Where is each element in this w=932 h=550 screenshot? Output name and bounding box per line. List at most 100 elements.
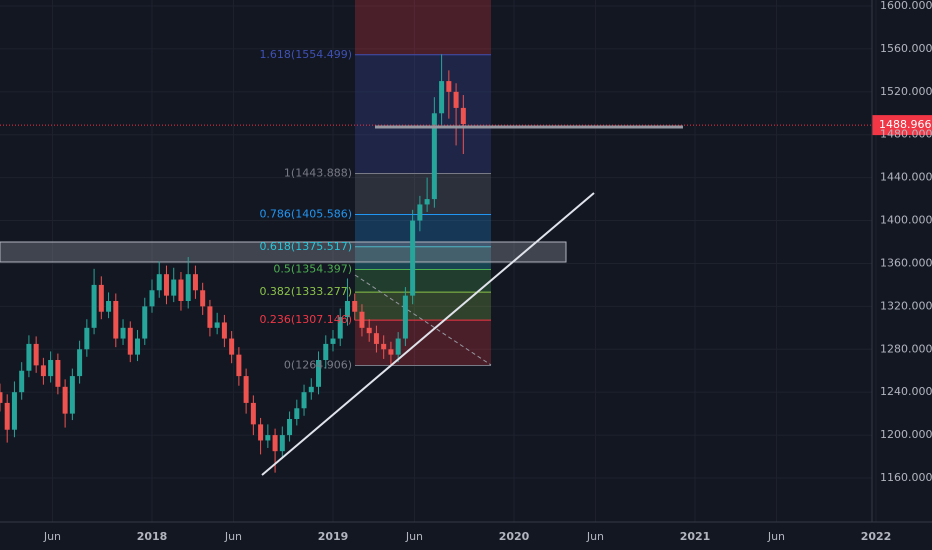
x-tick-label: Jun	[43, 530, 61, 543]
candle-body	[149, 290, 155, 307]
x-tick-label: 2019	[318, 530, 349, 543]
x-tick-label: 2018	[137, 530, 168, 543]
fib-label: 0(1264.906)	[284, 358, 352, 371]
candle-body	[48, 360, 54, 377]
candle-body	[439, 81, 445, 114]
fib-label: 0.786(1405.586)	[259, 208, 352, 221]
candle-body	[316, 360, 322, 387]
candle-body	[460, 107, 466, 124]
candle-body	[11, 392, 17, 430]
candle-body	[214, 322, 220, 328]
candle-body	[344, 301, 350, 318]
x-tick-label: Jun	[224, 530, 242, 543]
fib-zone	[355, 173, 491, 215]
fib-zone	[355, 54, 491, 174]
trendline	[261, 192, 595, 476]
candle-body	[402, 295, 408, 339]
candle-body	[446, 81, 452, 92]
candle-body	[221, 322, 227, 339]
candle-body	[113, 301, 119, 339]
candle-body	[62, 386, 68, 414]
candle-body	[373, 333, 379, 344]
candle-body	[236, 354, 242, 377]
candle-body	[366, 327, 372, 334]
fib-zone	[355, 214, 491, 247]
fib-label: 0.382(1333.277)	[259, 285, 352, 298]
candle-body	[135, 338, 141, 355]
x-tick-label: Jun	[405, 530, 423, 543]
last-price-box	[872, 115, 932, 136]
y-tick-label: 1440.000	[880, 171, 932, 184]
y-tick-label: 1280.000	[880, 342, 932, 355]
fib-label: 0.5(1354.397)	[273, 262, 352, 275]
x-tick-label: Jun	[767, 530, 785, 543]
candle-body	[352, 301, 358, 312]
candle-body	[395, 338, 401, 355]
fib-zone	[355, 0, 491, 55]
candle-body	[272, 435, 278, 452]
fib-trend	[354, 274, 492, 366]
zone	[0, 241, 567, 263]
y-tick-label: 1560.000	[880, 42, 932, 55]
candle-body	[229, 338, 235, 355]
overlay: 1.618(1554.499) 1(1443.888) 0.786(1405.586…	[0, 48, 932, 371]
candle-body	[106, 301, 112, 312]
y-tick-label: 1520.000	[880, 85, 932, 98]
y-tick-label: 1360.000	[880, 256, 932, 269]
candle-body	[19, 370, 25, 393]
candle-body	[431, 113, 437, 200]
candle-body	[301, 392, 307, 409]
fib-label: 1(1443.888)	[284, 166, 352, 179]
candle-body	[26, 343, 32, 371]
fib-label: 1.618(1554.499)	[259, 48, 352, 61]
candle-body	[33, 343, 39, 366]
y-tick-label: 1320.000	[880, 299, 932, 312]
candles	[0, 54, 466, 473]
candle-body	[424, 199, 430, 205]
candle-body	[330, 338, 336, 344]
candle-body	[163, 274, 169, 296]
candle-body	[294, 408, 300, 419]
candle-body	[200, 290, 206, 307]
candle-body	[381, 343, 387, 350]
candle-body	[250, 402, 256, 425]
y-tick-label: 1600.000	[880, 0, 932, 12]
candle-body	[417, 204, 423, 221]
last-price-label: 1488.966	[879, 118, 932, 131]
fib-label: 0.236(1307.146)	[259, 313, 352, 326]
x-tick-label: 2020	[499, 530, 530, 543]
candle-body	[171, 279, 177, 296]
candle-body	[69, 376, 75, 414]
fib-label: 0.618(1375.517)	[259, 240, 352, 253]
candle-body	[337, 317, 343, 339]
y-tick-label: 1400.000	[880, 214, 932, 227]
candle-body	[55, 360, 61, 387]
candle-body	[279, 435, 285, 452]
fibonacci	[355, 0, 491, 366]
candle-body	[192, 274, 198, 291]
candle-body	[120, 327, 126, 339]
y-tick-label: 1200.000	[880, 428, 932, 441]
candle-body	[323, 343, 329, 360]
candle-body	[0, 392, 3, 403]
fib-zone	[355, 292, 491, 321]
candle-body	[156, 274, 162, 291]
x-tick-label: 2021	[680, 530, 711, 543]
candle-body	[453, 91, 459, 108]
candle-body	[91, 284, 97, 328]
candle-body	[410, 220, 416, 296]
y-tick-label: 1160.000	[880, 471, 932, 484]
candle-body	[4, 402, 10, 430]
y-tick-label: 1240.000	[880, 385, 932, 398]
candle-body	[98, 284, 104, 312]
candle-body	[77, 349, 83, 377]
candle-body	[178, 279, 184, 301]
candle-body	[40, 365, 46, 377]
candle-body	[308, 386, 314, 393]
candle-body	[388, 349, 394, 355]
fib-zone	[355, 246, 491, 270]
fib-zone	[355, 269, 491, 293]
candle-body	[185, 274, 191, 301]
